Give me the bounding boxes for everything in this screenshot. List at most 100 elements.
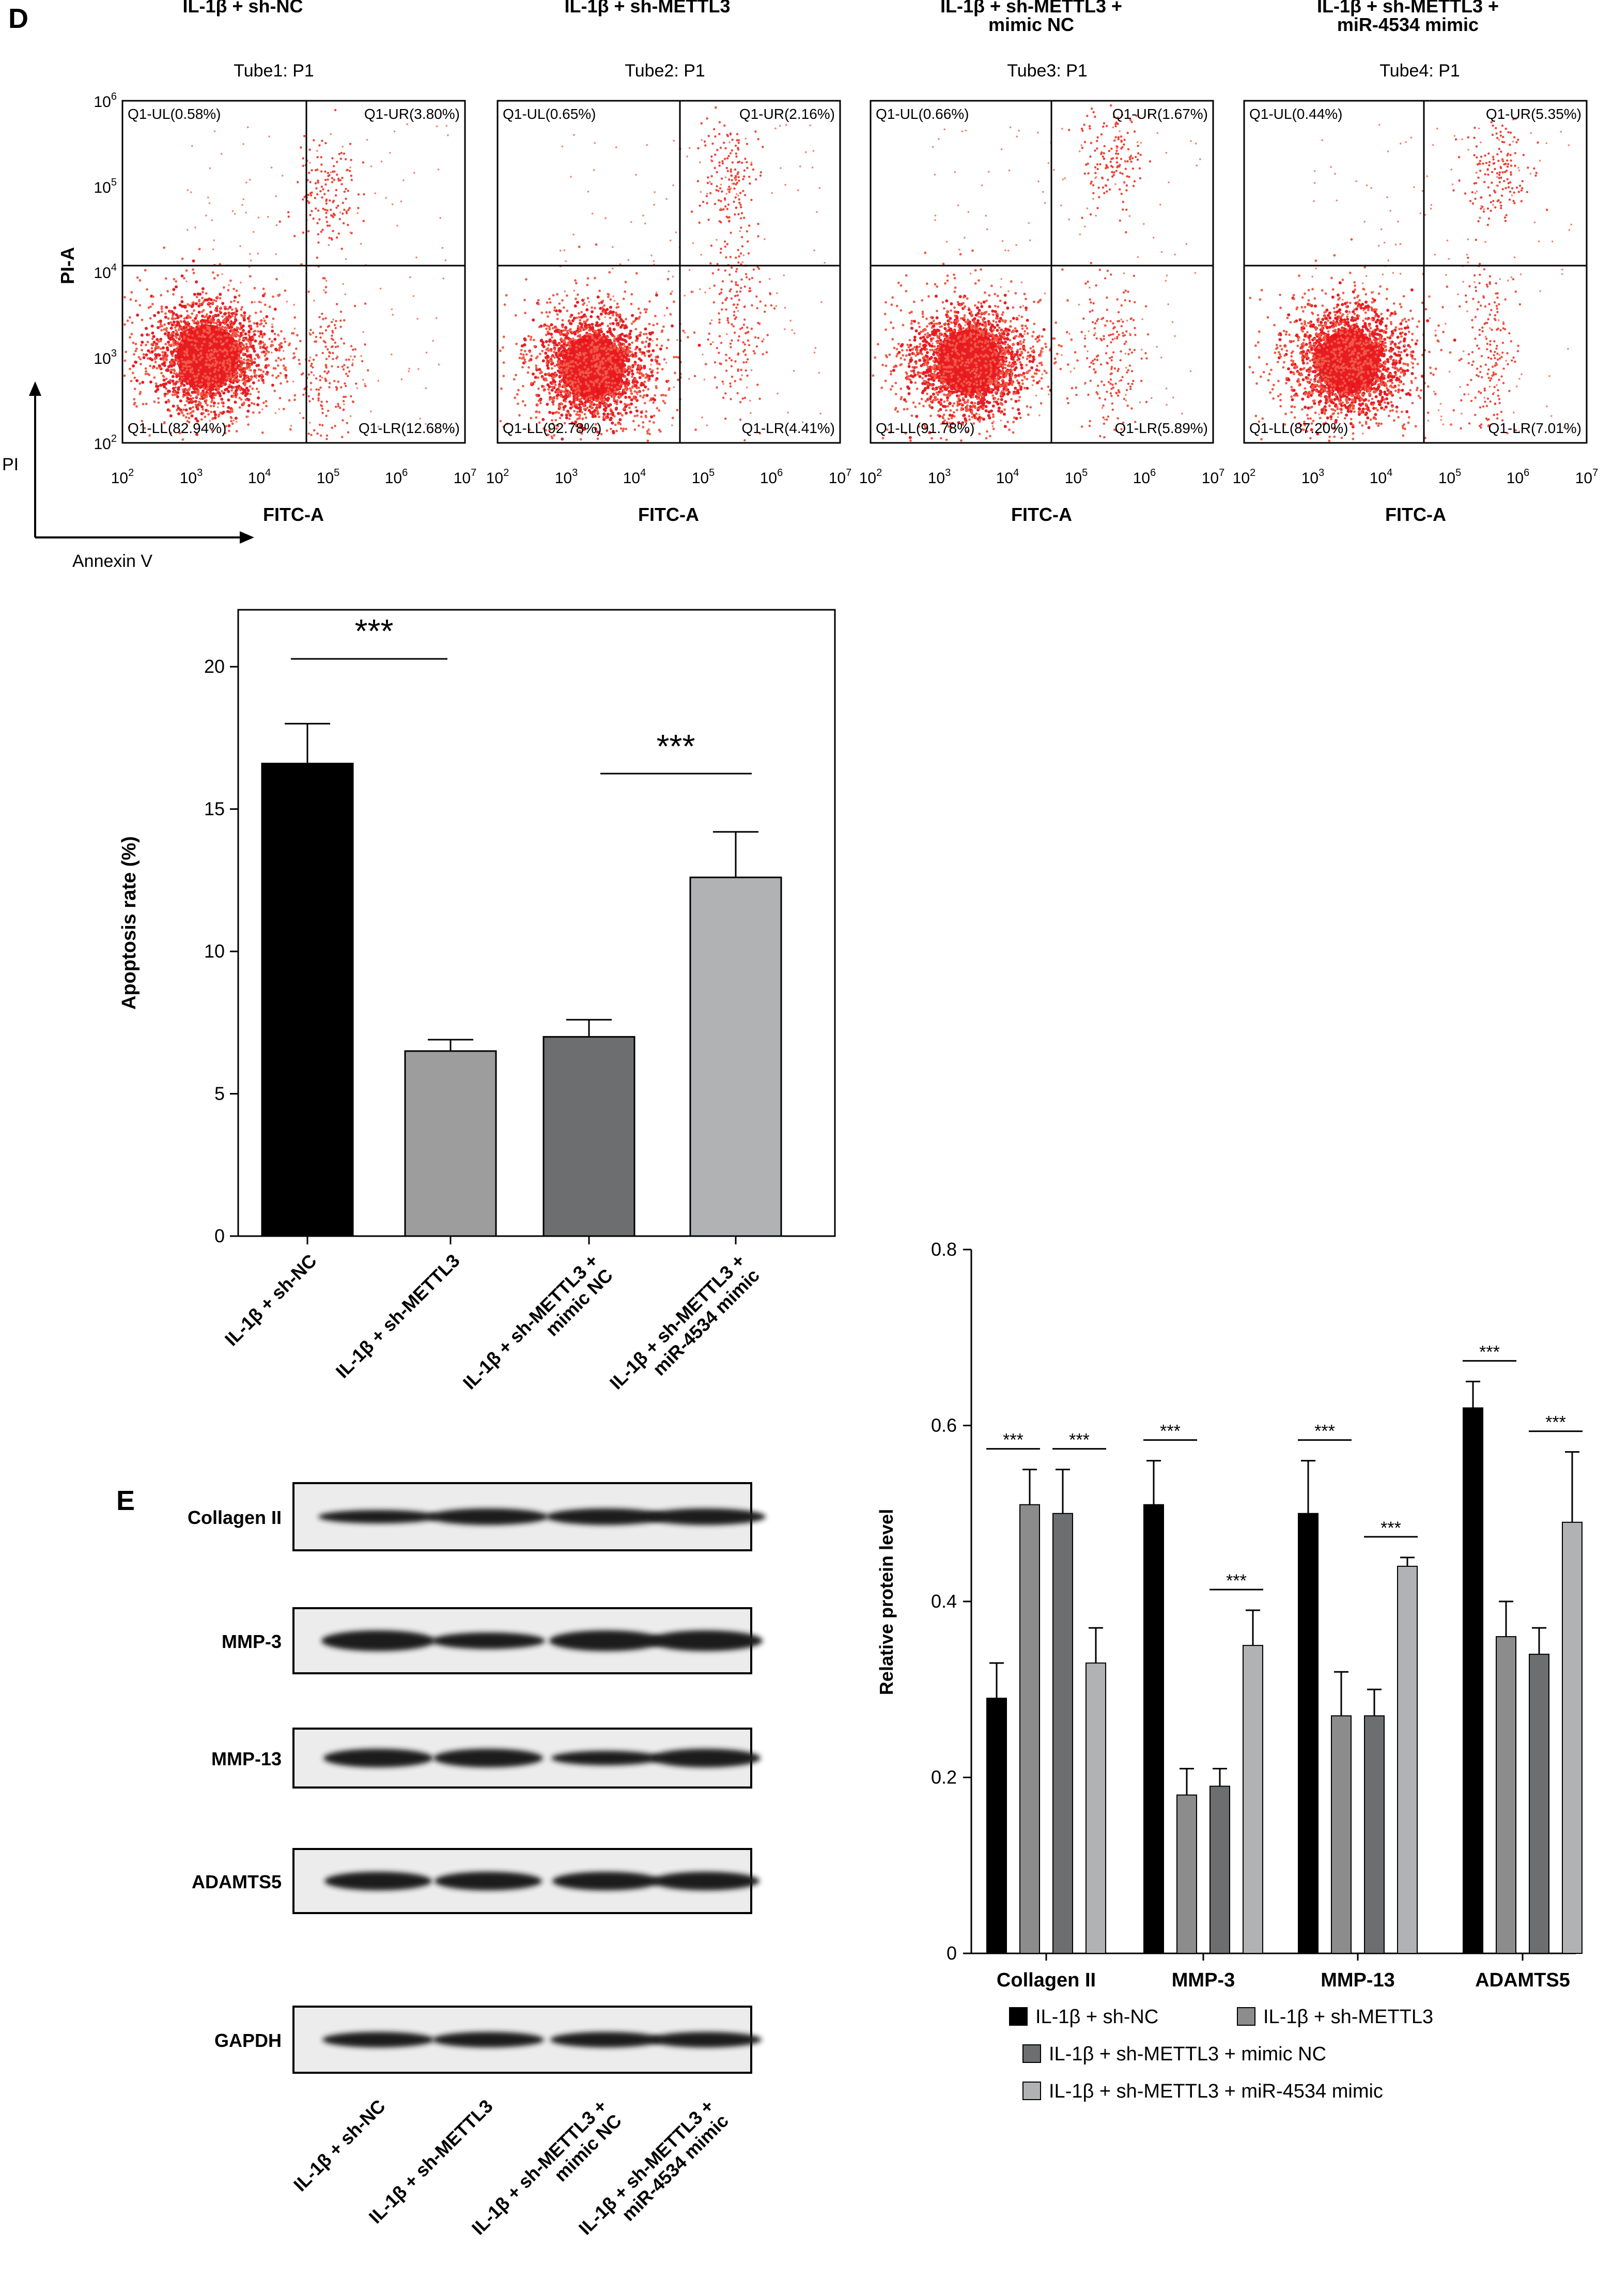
event-dot [529,338,532,341]
event-dot [336,161,338,163]
event-dot [591,310,594,314]
event-dot [200,347,203,350]
event-dot [171,355,174,357]
event-dot [242,348,245,351]
event-dot [551,367,553,370]
event-dot [324,170,327,173]
event-dot [260,377,263,380]
event-dot [153,376,156,379]
event-dot [583,408,586,410]
event-dot [235,289,238,292]
event-dot [391,308,393,311]
event-dot [344,293,347,296]
event-dot [561,319,564,322]
event-dot [163,246,166,249]
event-dot [330,214,333,217]
event-dot [567,341,570,344]
event-dot [218,382,220,386]
event-dot [187,360,190,362]
event-dot [192,259,195,263]
event-dot [332,171,334,173]
event-dot [129,367,131,371]
event-dot [339,407,342,409]
event-dot [265,315,269,318]
event-dot [556,293,559,296]
event-dot [544,351,548,355]
event-dot [593,350,596,353]
event-dot [324,345,327,348]
event-dot [327,348,329,351]
event-dot [577,393,580,396]
event-dot [629,410,632,414]
event-dot [612,343,615,346]
event-dot [209,319,211,322]
flow-plot-y-label: PI-A [57,247,78,284]
event-dot [626,351,629,354]
flow-plot-x-ticks: 102 103 104 105 106 107 [111,467,477,487]
event-dot [258,411,261,414]
event-dot [130,333,133,335]
event-dot [613,350,617,354]
event-dot [157,320,160,323]
event-dot [259,345,262,348]
event-dot [590,351,593,354]
event-dot [173,359,176,362]
event-dot [575,398,577,401]
event-dot [226,323,229,327]
event-dot [593,347,596,350]
event-dot [315,377,318,380]
event-dot [278,397,282,399]
event-dot [189,377,192,380]
event-dot [631,372,634,376]
event-dot [187,380,189,382]
event-dot [169,350,173,353]
event-dot [199,366,202,369]
event-dot [194,226,196,229]
event-dot [292,352,296,355]
event-dot [601,357,604,360]
event-dot [556,369,560,373]
event-dot [594,393,597,395]
event-dot [537,387,540,390]
event-dot [262,402,265,404]
event-dot [229,344,231,347]
event-dot [293,327,296,330]
event-dot [502,361,505,364]
event-dot [241,392,244,395]
event-dot [193,344,196,347]
event-dot [242,334,244,336]
event-dot [363,193,365,196]
event-dot [216,296,219,299]
event-dot [547,330,549,333]
event-dot [587,346,590,349]
event-dot [220,340,222,343]
event-dot [598,401,601,405]
event-dot [178,336,181,338]
event-dot [130,380,133,382]
event-dot [257,396,260,400]
event-dot [568,346,571,349]
event-dot [229,366,231,369]
event-dot [567,362,570,365]
event-dot [214,359,217,362]
event-dot [664,394,667,397]
event-dot [568,320,571,323]
event-dot [586,297,590,300]
event-dot [537,299,540,302]
event-dot [599,363,602,366]
event-dot [257,379,260,382]
event-dot [261,294,265,298]
event-dot [231,210,234,212]
event-dot [643,402,646,405]
event-dot [617,334,620,337]
event-dot [505,294,508,297]
event-dot [207,378,210,381]
event-dot [590,360,593,363]
event-dot [255,364,259,367]
event-dot [576,301,579,304]
event-dot [526,371,530,374]
event-dot [171,314,174,317]
event-dot [574,387,577,390]
event-dot [196,375,199,378]
event-dot [608,328,612,332]
